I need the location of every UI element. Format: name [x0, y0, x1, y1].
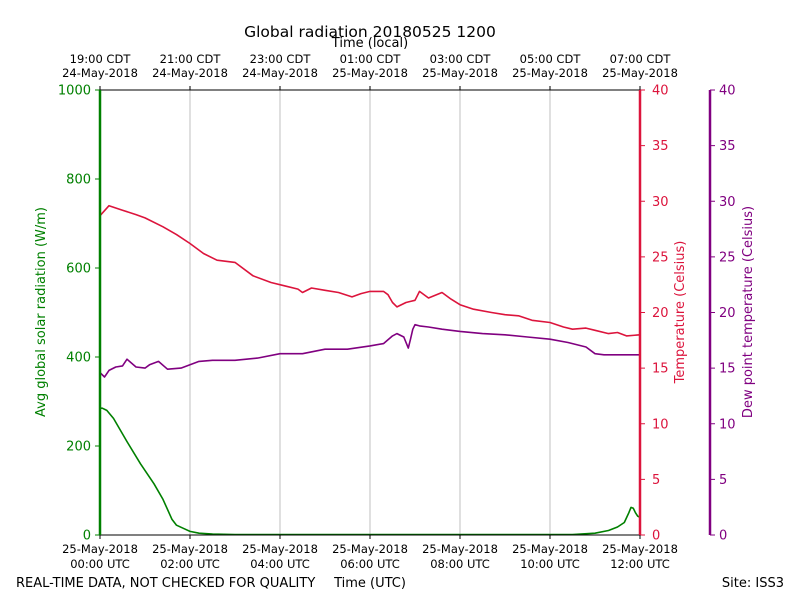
bottom-tick-date: 25-May-2018 — [152, 542, 228, 556]
temperature-series-line — [99, 204, 641, 337]
bottom-tick-date: 25-May-2018 — [62, 542, 138, 556]
grid-layer — [189, 90, 551, 535]
bottom-tick-time: 12:00 UTC — [610, 557, 670, 571]
bottom-tick-date: 25-May-2018 — [242, 542, 318, 556]
bottom-tick-time: 04:00 UTC — [250, 557, 310, 571]
temperature-tick-label: 35 — [652, 139, 669, 154]
dewpoint-tick-label: 0 — [719, 529, 727, 544]
bottom-tick-date: 25-May-2018 — [332, 542, 408, 556]
dewpoint-tick-label: 30 — [719, 195, 736, 210]
dewpoint-tick-label: 35 — [719, 139, 736, 154]
radiation-tick-label: 200 — [66, 440, 91, 455]
dewpoint-tick-label: 15 — [719, 362, 736, 377]
top-tick-date: 25-May-2018 — [602, 66, 678, 80]
top-tick-time: 05:00 CDT — [520, 52, 582, 66]
temperature-tick-label: 40 — [652, 84, 669, 99]
top-axis-label: Time (local) — [331, 36, 408, 51]
top-tick-date: 24-May-2018 — [62, 66, 138, 80]
dewpoint-axis-label: Dew point temperature (Celsius) — [741, 206, 756, 418]
dewpoint-tick-label: 5 — [719, 473, 727, 488]
radiation-axis-label: Avg global solar radiation (W/m) — [34, 207, 49, 417]
radiation-tick-label: 600 — [66, 262, 91, 277]
radiation-tick-label: 0 — [83, 529, 91, 544]
dewpoint-tick-label: 25 — [719, 250, 736, 265]
top-tick-time: 23:00 CDT — [250, 52, 312, 66]
radiation-tick-label: 400 — [66, 351, 91, 366]
footer-site: Site: ISS3 — [722, 576, 784, 591]
bottom-tick-date: 25-May-2018 — [602, 542, 678, 556]
top-tick-date: 25-May-2018 — [332, 66, 408, 80]
chart-title: Global radiation 20180525 1200 — [244, 23, 496, 41]
bottom-tick-time: 06:00 UTC — [340, 557, 400, 571]
dewpoint-series-line — [99, 323, 640, 378]
temperature-tick-label: 30 — [652, 195, 669, 210]
dewpoint-tick-label: 10 — [719, 417, 736, 432]
radiation-tick-label: 800 — [66, 173, 91, 188]
temperature-tick-label: 20 — [652, 306, 669, 321]
top-tick-date: 25-May-2018 — [512, 66, 588, 80]
bottom-tick-time: 02:00 UTC — [160, 557, 220, 571]
dewpoint-tick-label: 20 — [719, 306, 736, 321]
temperature-tick-label: 0 — [652, 529, 660, 544]
temperature-tick-label: 10 — [652, 417, 669, 432]
dewpoint-tick-label: 40 — [719, 84, 736, 99]
footer-disclaimer: REAL-TIME DATA, NOT CHECKED FOR QUALITY — [16, 576, 315, 591]
temperature-tick-label: 25 — [652, 250, 669, 265]
bottom-tick-time: 08:00 UTC — [430, 557, 490, 571]
temperature-tick-label: 15 — [652, 362, 669, 377]
bottom-tick-time: 00:00 UTC — [70, 557, 130, 571]
frame-layer — [98, 89, 712, 536]
top-tick-time: 19:00 CDT — [70, 52, 132, 66]
top-tick-date: 24-May-2018 — [152, 66, 228, 80]
top-tick-date: 24-May-2018 — [242, 66, 318, 80]
top-tick-time: 03:00 CDT — [430, 52, 492, 66]
bottom-tick-date: 25-May-2018 — [512, 542, 588, 556]
tick-layer: 0200400600800100005101520253035400510152… — [58, 52, 736, 571]
bottom-tick-time: 10:00 UTC — [520, 557, 580, 571]
temperature-axis-label: Temperature (Celsius) — [673, 241, 688, 385]
bottom-tick-date: 25-May-2018 — [422, 542, 498, 556]
top-tick-time: 01:00 CDT — [340, 52, 402, 66]
top-tick-time: 21:00 CDT — [160, 52, 222, 66]
x-axis-label: Time (UTC) — [333, 576, 406, 591]
radiation-tick-label: 1000 — [58, 84, 91, 99]
temperature-tick-label: 5 — [652, 473, 660, 488]
top-tick-time: 07:00 CDT — [610, 52, 672, 66]
top-tick-date: 25-May-2018 — [422, 66, 498, 80]
